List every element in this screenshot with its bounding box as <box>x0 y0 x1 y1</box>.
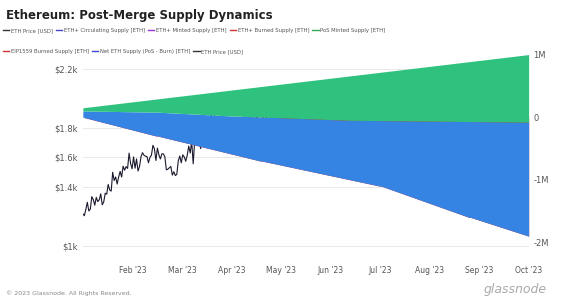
Text: glassnode: glassnode <box>484 283 547 296</box>
Text: Ethereum: Post-Merge Supply Dynamics: Ethereum: Post-Merge Supply Dynamics <box>6 9 272 22</box>
Text: © 2023 Glassnode. All Rights Reserved.: © 2023 Glassnode. All Rights Reserved. <box>6 290 131 296</box>
Legend: EIP1559 Burned Supply [ETH], Net ETH Supply (PoS - Burn) [ETH], ETH Price [USD]: EIP1559 Burned Supply [ETH], Net ETH Sup… <box>3 49 243 54</box>
